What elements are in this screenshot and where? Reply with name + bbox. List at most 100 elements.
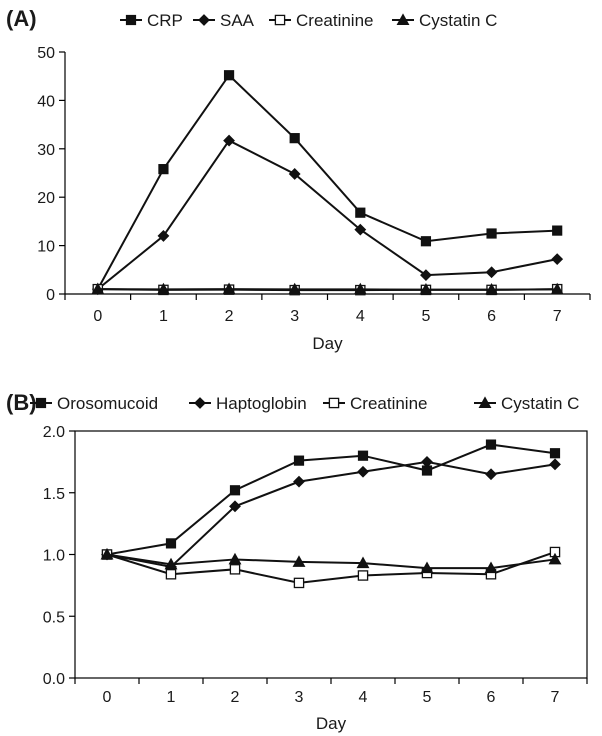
- legend-marker-crp: [125, 14, 137, 26]
- x-tick-label: 6: [487, 308, 496, 325]
- x-tick-label: 2: [225, 308, 234, 325]
- y-tick-label: 0: [46, 287, 55, 304]
- x-tick-label: 0: [93, 308, 102, 325]
- data-point-cystatin-c: [91, 282, 105, 295]
- data-point-cystatin-c: [222, 282, 236, 295]
- x-tick-label: 3: [295, 689, 304, 706]
- data-point-cystatin-c: [100, 547, 114, 560]
- legend-marker-cystatin-c: [478, 396, 492, 408]
- series-orosomucoid: [101, 439, 561, 560]
- legend-label: Haptoglobin: [216, 394, 307, 413]
- legend: Orosomucoid Haptoglobin Creatinine Cystatin…: [30, 394, 579, 413]
- series-crp: [92, 70, 563, 295]
- legend-item-orosomucoid: Orosomucoid: [30, 394, 158, 413]
- legend-label: Cystatin C: [419, 11, 497, 30]
- data-point-orosomucoid: [357, 450, 369, 461]
- data-point-saa: [288, 168, 301, 180]
- data-point-crp: [552, 225, 563, 236]
- data-point-saa: [485, 266, 498, 279]
- y-tick-label: 2.0: [43, 424, 65, 441]
- data-point-creatinine: [293, 577, 305, 589]
- data-point-haptoglobin: [485, 468, 497, 481]
- data-point-haptoglobin: [293, 475, 305, 488]
- data-point-cystatin-c: [156, 282, 170, 295]
- x-tick-label: 7: [551, 689, 560, 706]
- data-point-saa: [354, 223, 367, 236]
- legend-label: Orosomucoid: [57, 394, 158, 413]
- legend-label: Creatinine: [296, 11, 374, 30]
- data-point-cystatin-c: [353, 282, 367, 295]
- data-point-haptoglobin: [549, 458, 561, 471]
- series-line-cystatin-c: [106, 553, 556, 570]
- y-tick-label: 20: [37, 190, 55, 207]
- panel-label: (A): [6, 6, 37, 31]
- series-line-orosomucoid: [106, 443, 556, 556]
- data-point-haptoglobin: [421, 455, 433, 468]
- x-tick-label: 4: [359, 689, 368, 706]
- series-line-saa: [97, 139, 558, 290]
- x-tick-label: 0: [103, 689, 112, 706]
- x-tick-label: 1: [167, 689, 176, 706]
- data-point-crp: [420, 236, 432, 247]
- y-tick-label: 1.5: [43, 486, 65, 503]
- y-tick-label: 0.0: [43, 671, 65, 688]
- data-point-cystatin-c: [288, 282, 302, 295]
- legend-label: Cystatin C: [501, 394, 579, 413]
- legend-label: Creatinine: [350, 394, 428, 413]
- chart-panel-b: (B)0.00.51.01.52.00 1 2 3 4 5 6 7DayOrosomucoid…: [6, 390, 588, 733]
- chart-panel-a: (A) 0 10 20 30 40 50 0 1 2 3 4 5 6 7 Day CRP SAA Creatinin…: [6, 6, 591, 353]
- series-cystatin-c: [91, 282, 564, 295]
- x-tick-label: 3: [290, 308, 299, 325]
- series-saa: [91, 134, 564, 296]
- y-tick-label: 0.5: [43, 609, 65, 626]
- data-point-cystatin-c: [420, 561, 434, 574]
- series-haptoglobin: [101, 455, 561, 573]
- legend-item-creatinine: Creatinine: [269, 11, 374, 30]
- x-tick-label: 5: [421, 308, 430, 325]
- series-line-crp: [96, 73, 558, 290]
- x-tick-label: 5: [423, 689, 432, 706]
- series-line-creatinine: [106, 551, 556, 584]
- data-point-cystatin-c: [419, 283, 433, 295]
- data-point-crp: [355, 207, 366, 218]
- legend: CRP SAA Creatinine Cystatin C: [120, 11, 497, 30]
- x-tick-label: 6: [487, 689, 496, 706]
- legend-item-haptoglobin: Haptoglobin: [189, 394, 307, 413]
- plot-frame: [74, 430, 588, 679]
- data-point-cystatin-c: [292, 555, 306, 567]
- series-line-haptoglobin: [106, 460, 556, 568]
- data-point-orosomucoid: [165, 538, 177, 549]
- data-point-cystatin-c: [356, 556, 370, 569]
- data-point-creatinine: [357, 570, 369, 581]
- data-point-cystatin-c: [548, 552, 562, 565]
- series-cystatin-c: [100, 547, 562, 574]
- data-point-saa: [223, 134, 235, 147]
- data-point-orosomucoid: [229, 485, 241, 496]
- data-point-saa: [551, 253, 564, 266]
- x-tick-label: 7: [553, 308, 562, 325]
- x-tick-label: 4: [356, 308, 365, 325]
- data-point-saa: [157, 230, 170, 242]
- y-tick-label: 50: [37, 45, 55, 62]
- legend-marker-cystatin-c: [396, 13, 410, 25]
- legend-marker-creatinine: [328, 397, 340, 409]
- data-point-crp: [158, 164, 169, 175]
- legend-item-crp: CRP: [120, 11, 183, 30]
- data-point-creatinine: [229, 564, 241, 575]
- data-point-haptoglobin: [229, 500, 241, 513]
- data-point-cystatin-c: [228, 552, 242, 565]
- legend-marker-creatinine: [274, 14, 286, 26]
- data-point-orosomucoid: [485, 439, 497, 450]
- data-point-creatinine: [165, 569, 177, 580]
- y-tick-label: 1.0: [43, 548, 65, 565]
- legend-label: SAA: [220, 11, 255, 30]
- y-tick-label: 40: [37, 93, 55, 110]
- y-tick-label: 10: [37, 239, 55, 256]
- legend-label: CRP: [147, 11, 183, 30]
- y-tick-label: 30: [37, 142, 55, 159]
- data-point-haptoglobin: [357, 465, 369, 478]
- data-point-orosomucoid: [293, 455, 305, 466]
- legend-item-creatinine: Creatinine: [323, 394, 428, 413]
- legend-marker-orosomucoid: [35, 397, 47, 409]
- data-point-crp: [289, 133, 300, 144]
